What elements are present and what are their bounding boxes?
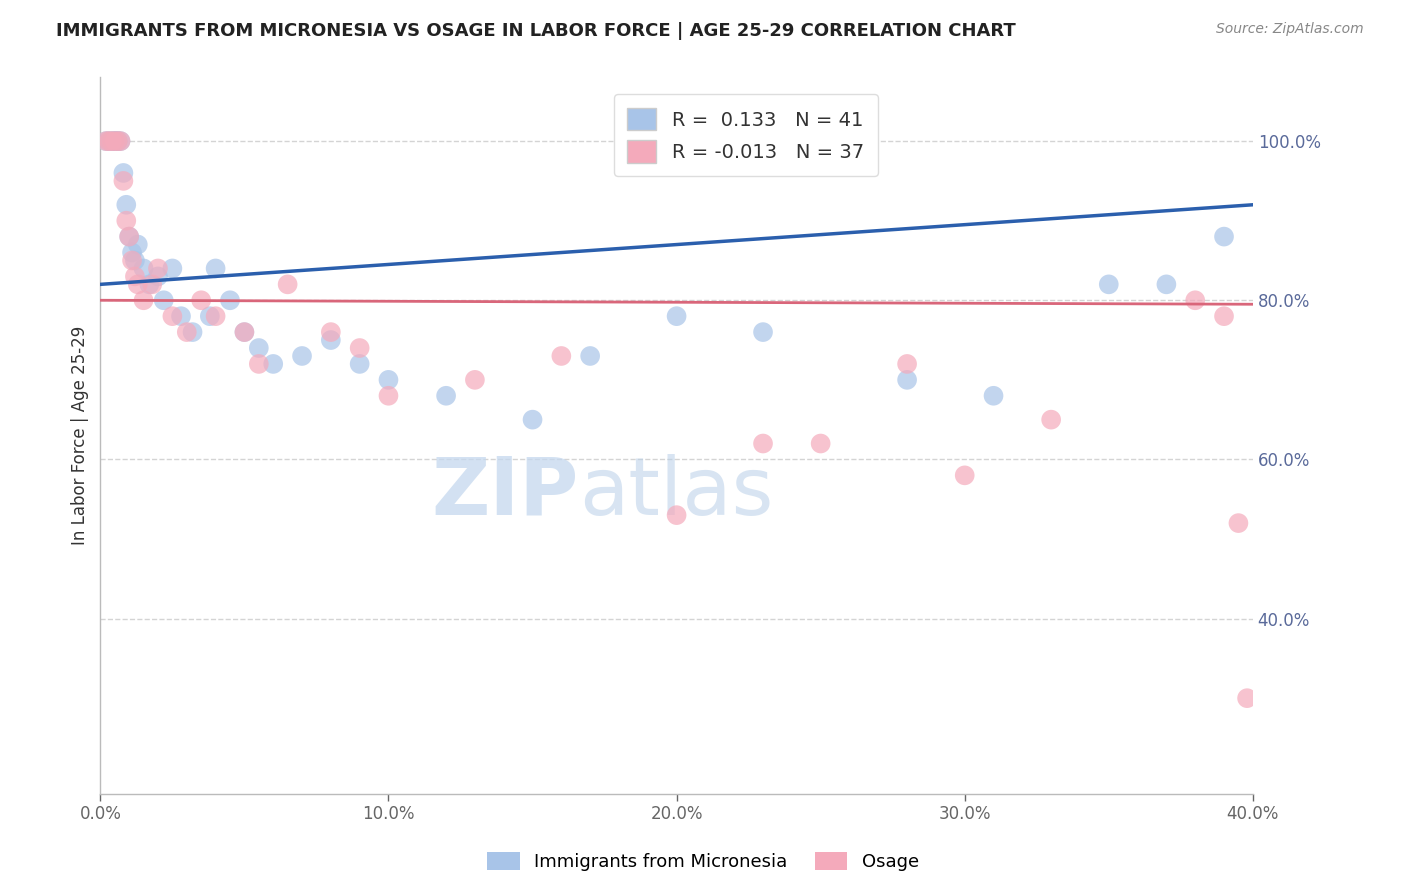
Point xyxy=(349,341,371,355)
Point xyxy=(1156,277,1178,292)
Point xyxy=(98,134,121,148)
Point xyxy=(94,134,117,148)
Point xyxy=(101,134,124,148)
Point xyxy=(181,325,204,339)
Point xyxy=(146,261,169,276)
Point xyxy=(219,293,242,308)
Point xyxy=(98,134,121,148)
Point xyxy=(118,229,141,244)
Point xyxy=(665,508,688,523)
Point xyxy=(115,213,138,227)
Text: ZIP: ZIP xyxy=(432,454,579,532)
Point xyxy=(118,229,141,244)
Point xyxy=(141,277,163,292)
Point xyxy=(132,293,155,308)
Point xyxy=(522,412,544,426)
Point xyxy=(319,333,342,347)
Point xyxy=(94,134,117,148)
Point xyxy=(152,293,174,308)
Point xyxy=(1040,412,1063,426)
Point xyxy=(896,357,918,371)
Point xyxy=(752,325,775,339)
Y-axis label: In Labor Force | Age 25-29: In Labor Force | Age 25-29 xyxy=(72,326,89,545)
Point xyxy=(579,349,602,363)
Point xyxy=(162,309,184,323)
Point xyxy=(121,253,143,268)
Point xyxy=(110,134,132,148)
Point xyxy=(896,373,918,387)
Point xyxy=(121,245,143,260)
Point xyxy=(162,261,184,276)
Point xyxy=(115,198,138,212)
Point xyxy=(377,373,399,387)
Point xyxy=(233,325,256,339)
Point xyxy=(170,309,193,323)
Point xyxy=(262,357,284,371)
Point xyxy=(277,277,299,292)
Point xyxy=(176,325,198,339)
Point xyxy=(752,436,775,450)
Text: atlas: atlas xyxy=(579,454,773,532)
Point xyxy=(1098,277,1121,292)
Point xyxy=(550,349,572,363)
Point xyxy=(112,174,135,188)
Point xyxy=(110,134,132,148)
Point xyxy=(1184,293,1206,308)
Point xyxy=(112,166,135,180)
Point xyxy=(810,436,832,450)
Point xyxy=(107,134,129,148)
Point xyxy=(983,389,1005,403)
Legend: R =  0.133   N = 41, R = -0.013   N = 37: R = 0.133 N = 41, R = -0.013 N = 37 xyxy=(613,95,877,177)
Point xyxy=(377,389,399,403)
Point xyxy=(1213,229,1236,244)
Point xyxy=(190,293,212,308)
Point xyxy=(247,341,270,355)
Point xyxy=(104,134,127,148)
Point xyxy=(198,309,221,323)
Point xyxy=(127,237,149,252)
Point xyxy=(107,134,129,148)
Point xyxy=(101,134,124,148)
Point xyxy=(434,389,457,403)
Point xyxy=(104,134,127,148)
Point xyxy=(204,261,226,276)
Point xyxy=(138,277,160,292)
Point xyxy=(291,349,314,363)
Point xyxy=(247,357,270,371)
Point xyxy=(204,309,226,323)
Text: Source: ZipAtlas.com: Source: ZipAtlas.com xyxy=(1216,22,1364,37)
Point xyxy=(132,261,155,276)
Text: IMMIGRANTS FROM MICRONESIA VS OSAGE IN LABOR FORCE | AGE 25-29 CORRELATION CHART: IMMIGRANTS FROM MICRONESIA VS OSAGE IN L… xyxy=(56,22,1017,40)
Point xyxy=(146,269,169,284)
Point xyxy=(1213,309,1236,323)
Point xyxy=(464,373,486,387)
Legend: Immigrants from Micronesia, Osage: Immigrants from Micronesia, Osage xyxy=(479,845,927,879)
Point xyxy=(1227,516,1250,530)
Point xyxy=(953,468,976,483)
Point xyxy=(127,277,149,292)
Point xyxy=(233,325,256,339)
Point xyxy=(104,134,127,148)
Point xyxy=(665,309,688,323)
Point xyxy=(124,269,146,284)
Point xyxy=(349,357,371,371)
Point xyxy=(107,134,129,148)
Point xyxy=(319,325,342,339)
Point xyxy=(124,253,146,268)
Point xyxy=(1236,691,1258,706)
